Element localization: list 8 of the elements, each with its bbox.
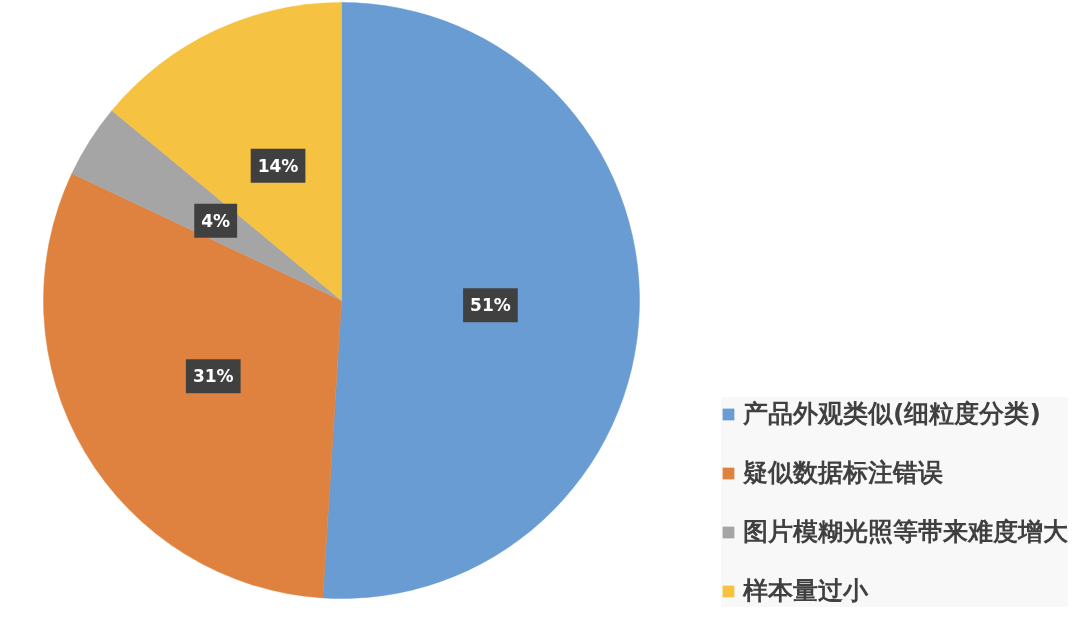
legend-label: 产品外观类似(细粒度分类) [743,398,1041,430]
data-label: 4% [201,210,231,231]
legend-label: 样本量过小 [743,575,868,607]
data-label: 51% [470,295,511,316]
legend-label: 疑似数据标注错误 [743,457,943,489]
data-label: 14% [257,155,299,176]
legend-label: 图片模糊光照等带来难度增大 [743,516,1068,548]
data-label: 31% [192,366,234,387]
